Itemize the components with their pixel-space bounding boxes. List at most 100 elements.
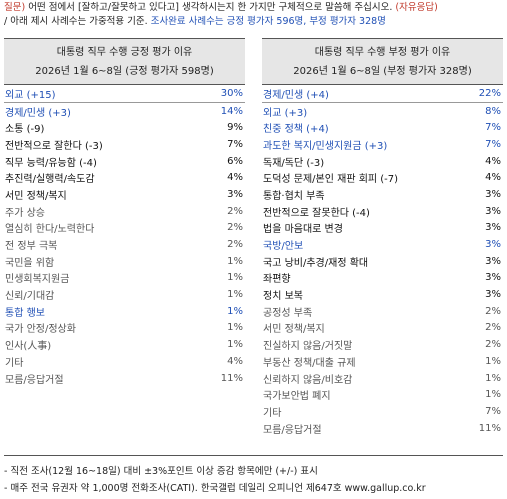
positive-reason-row: 전반적으로 잘한다 (-3) 7% xyxy=(4,136,245,153)
positive-reason-row: 전 정부 극복 2% xyxy=(4,236,245,253)
positive-reason-label: 외교 (+15) xyxy=(5,89,56,101)
positive-reason-row: 주가 상승 2% xyxy=(4,203,245,220)
negative-header: 대통령 직무 수행 부정 평가 이유 2026년 1월 6~8일 (부정 평가자… xyxy=(262,38,503,85)
negative-reason-value: 1% xyxy=(485,372,501,384)
negative-reason-value: 3% xyxy=(485,289,501,301)
positive-reason-row: 열심히 한다/노력한다 2% xyxy=(4,220,245,237)
positive-reason-row: 서민 정책/복지 3% xyxy=(4,186,245,203)
positive-reason-value: 4% xyxy=(227,172,243,184)
negative-reason-value: 2% xyxy=(485,339,501,351)
positive-title: 대통령 직무 수행 긍정 평가 이유 xyxy=(56,47,193,58)
negative-reason-value: 3% xyxy=(485,255,501,267)
positive-reason-row: 직무 능력/유능함 (-4) 6% xyxy=(4,153,245,170)
negative-reason-label: 기타 xyxy=(263,407,282,419)
negative-reason-label: 진실하지 않음/거짓말 xyxy=(263,341,353,353)
positive-reason-row: 기타 4% xyxy=(4,353,245,370)
negative-reason-row: 법을 마음대로 변경 3% xyxy=(262,220,503,237)
positive-reason-value: 7% xyxy=(227,138,243,150)
negative-reason-value: 7% xyxy=(485,122,501,134)
negative-reason-label: 좌편향 xyxy=(263,274,291,286)
negative-reason-row: 서민 정책/복지 2% xyxy=(262,320,503,337)
negative-reason-row: 모름/응답거절 11% xyxy=(262,420,503,437)
negative-reason-value: 1% xyxy=(485,389,501,401)
negative-reason-value: 7% xyxy=(485,405,501,417)
positive-reason-value: 2% xyxy=(227,222,243,234)
negative-reason-value: 3% xyxy=(485,205,501,217)
footnote-1: - 직전 조사(12월 16~18일) 대비 ±3%포인트 이상 증감 항목에만… xyxy=(4,466,318,477)
footnote-2: - 매주 전국 유권자 약 1,000명 전화조사(CATI). 한국갤럽 데일… xyxy=(4,483,426,494)
negative-reason-row: 도덕성 문제/본인 재판 회피 (-7) 4% xyxy=(262,169,503,186)
positive-reason-row: 통합 행보 1% xyxy=(4,303,245,320)
negative-reason-row: 진실하지 않음/거짓말 2% xyxy=(262,336,503,353)
negative-reason-row: 좌편향 3% xyxy=(262,270,503,287)
positive-reason-row: 신뢰/기대감 1% xyxy=(4,286,245,303)
positive-reason-label: 국민을 위함 xyxy=(5,257,55,269)
positive-reason-row: 민생회복지원금 1% xyxy=(4,270,245,287)
negative-reason-row: 통합·협치 부족 3% xyxy=(262,186,503,203)
positive-reason-row: 경제/민생 (+3) 14% xyxy=(4,103,245,120)
positive-reason-row: 외교 (+15) 30% xyxy=(4,85,245,103)
positive-reason-value: 2% xyxy=(227,239,243,251)
negative-subtitle: 2026년 1월 6~8일 (부정 평가자 328명) xyxy=(293,66,472,77)
positive-reason-label: 전반적으로 잘한다 (-3) xyxy=(5,140,103,152)
positive-reason-label: 민생회복지원금 xyxy=(5,274,70,286)
negative-reason-value: 3% xyxy=(485,272,501,284)
negative-reason-row: 국방/안보 3% xyxy=(262,236,503,253)
negative-reason-row: 전반적으로 잘못한다 (-4) 3% xyxy=(262,203,503,220)
negative-reason-value: 2% xyxy=(485,305,501,317)
negative-reason-row: 국가보안법 폐지 1% xyxy=(262,386,503,403)
negative-reason-label: 독재/독단 (-3) xyxy=(263,157,325,169)
negative-reason-label: 친중 정책 (+4) xyxy=(263,124,329,136)
negative-reason-label: 정치 보복 xyxy=(263,291,303,303)
negative-reason-value: 2% xyxy=(485,322,501,334)
positive-reason-row: 국민을 위함 1% xyxy=(4,253,245,270)
positive-reason-label: 신뢰/기대감 xyxy=(5,291,55,303)
positive-reason-value: 9% xyxy=(227,122,243,134)
positive-reason-value: 1% xyxy=(227,322,243,334)
positive-rows: 외교 (+15) 30% 경제/민생 (+3) 14% 소통 (-9) 9% 전반적으로 잘… xyxy=(4,85,245,386)
question-line-1: 질문) 어떤 점에서 [잘하고/잘못하고 있다고] 생각하시는지 한 가지만 구… xyxy=(4,2,438,13)
negative-reason-row: 정치 보복 3% xyxy=(262,286,503,303)
negative-reason-label: 모름/응답거절 xyxy=(263,424,322,436)
positive-reason-value: 1% xyxy=(227,305,243,317)
negative-reason-label: 경제/민생 (+4) xyxy=(263,89,329,101)
negative-reason-row: 부동산 정책/대출 규제 1% xyxy=(262,353,503,370)
footer-divider xyxy=(4,455,503,456)
negative-reason-row: 국고 낭비/추경/재정 확대 3% xyxy=(262,253,503,270)
negative-reason-value: 8% xyxy=(485,105,501,117)
positive-reason-label: 주가 상승 xyxy=(5,207,45,219)
negative-reason-value: 22% xyxy=(478,87,501,99)
positive-reason-label: 기타 xyxy=(5,357,24,369)
positive-reason-row: 모름/응답거절 11% xyxy=(4,370,245,387)
negative-reason-label: 공정성 부족 xyxy=(263,307,313,319)
positive-reason-row: 소통 (-9) 9% xyxy=(4,119,245,136)
negative-reason-label: 도덕성 문제/본인 재판 회피 (-7) xyxy=(263,174,399,186)
positive-header: 대통령 직무 수행 긍정 평가 이유 2026년 1월 6~8일 (긍정 평가자… xyxy=(4,38,245,85)
negative-reason-row: 경제/민생 (+4) 22% xyxy=(262,85,503,103)
negative-reason-label: 국고 낭비/추경/재정 확대 xyxy=(263,257,369,269)
question-line-2: / 아래 제시 사례수는 가중적용 기준. 조사완료 사례수는 긍정 평가자 5… xyxy=(4,16,386,27)
negative-title: 대통령 직무 수행 부정 평가 이유 xyxy=(314,47,451,58)
negative-reason-row: 외교 (+3) 8% xyxy=(262,103,503,120)
negative-reason-value: 1% xyxy=(485,355,501,367)
negative-reason-label: 국가보안법 폐지 xyxy=(263,391,331,403)
negative-reason-value: 3% xyxy=(485,188,501,200)
negative-reason-label: 신뢰하지 않음/비호감 xyxy=(263,374,353,386)
negative-reason-label: 통합·협치 부족 xyxy=(263,190,325,202)
positive-reason-value: 14% xyxy=(220,105,243,117)
positive-reason-label: 열심히 한다/노력한다 xyxy=(5,224,95,236)
negative-reason-value: 4% xyxy=(485,172,501,184)
positive-reason-value: 4% xyxy=(227,355,243,367)
positive-reason-label: 직무 능력/유능함 (-4) xyxy=(5,157,97,169)
negative-reason-value: 11% xyxy=(478,422,501,434)
negative-reason-label: 전반적으로 잘못한다 (-4) xyxy=(263,207,370,219)
positive-reason-label: 인사(人事) xyxy=(5,341,52,353)
positive-reason-label: 모름/응답거절 xyxy=(5,374,64,386)
negative-reason-label: 과도한 복지/민생지원금 (+3) xyxy=(263,140,388,152)
negative-reason-value: 7% xyxy=(485,138,501,150)
negative-rows: 경제/민생 (+4) 22% 외교 (+3) 8% 친중 정책 (+4) 7% 과도한 복지… xyxy=(262,85,503,436)
positive-reason-value: 1% xyxy=(227,339,243,351)
positive-reason-label: 서민 정책/복지 xyxy=(5,190,67,202)
positive-reason-row: 국가 안정/정상화 1% xyxy=(4,320,245,337)
positive-reason-value: 1% xyxy=(227,272,243,284)
